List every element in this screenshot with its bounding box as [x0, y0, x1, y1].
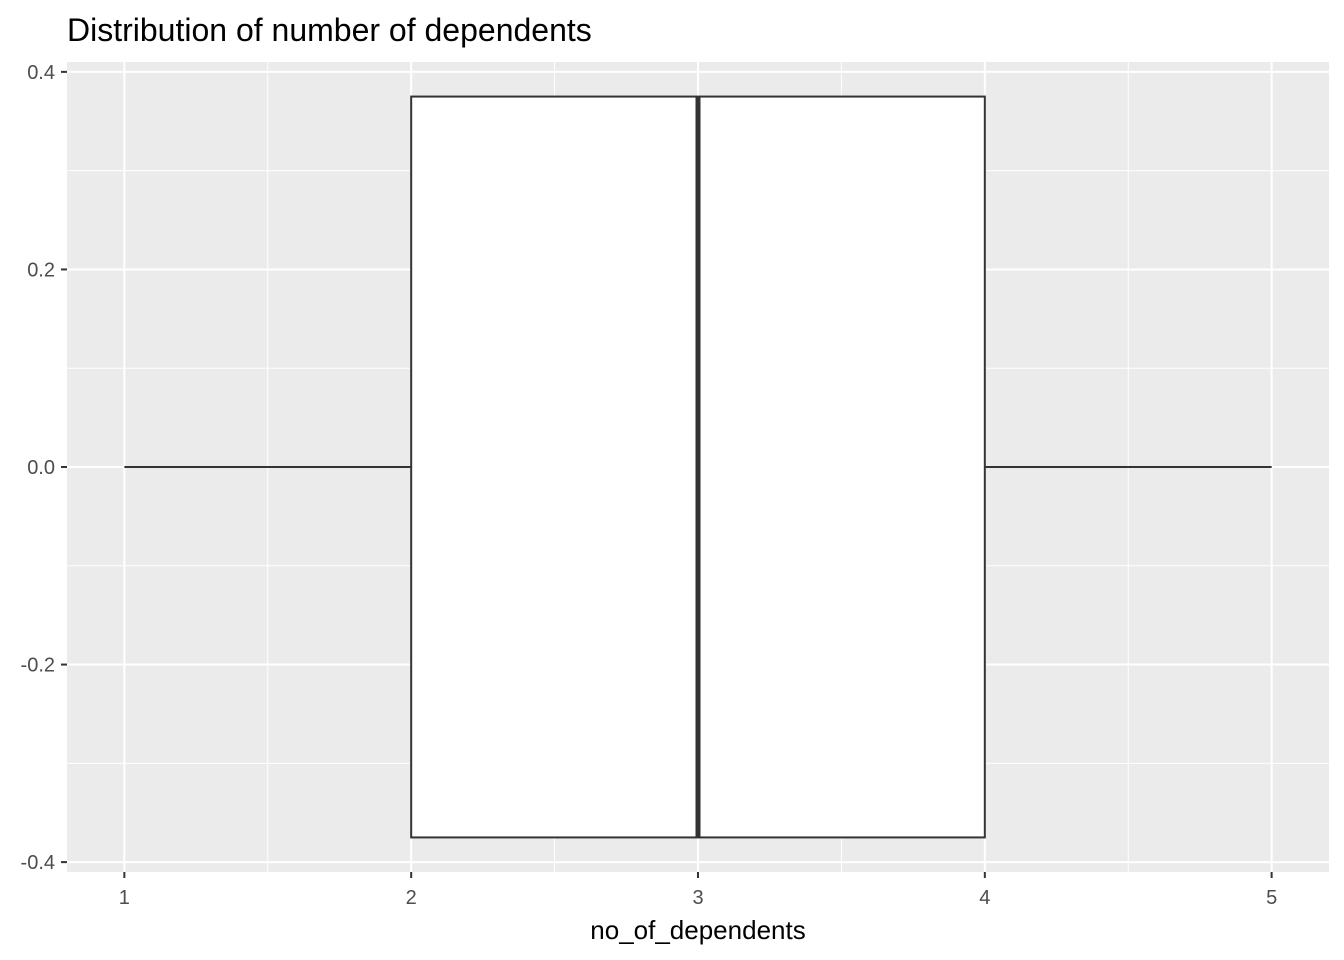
x-tick-label: 4 [979, 887, 990, 909]
x-tick-label: 1 [119, 887, 130, 909]
x-axis-title: no_of_dependents [590, 915, 805, 945]
x-tick-label: 5 [1266, 887, 1277, 909]
x-tick-label: 2 [406, 887, 417, 909]
y-tick-label: 0.4 [27, 62, 55, 84]
chart-title: Distribution of number of dependents [67, 12, 592, 48]
y-tick-label: -0.4 [21, 852, 55, 874]
x-axis: 1 2 3 4 5 [119, 872, 1277, 909]
y-tick-label: 0.2 [27, 259, 55, 281]
y-tick-label: 0.0 [27, 457, 55, 479]
y-axis: -0.4 -0.2 0.0 0.2 0.4 [21, 62, 67, 874]
y-tick-label: -0.2 [21, 655, 55, 677]
x-tick-label: 3 [692, 887, 703, 909]
boxplot [124, 95, 1272, 839]
